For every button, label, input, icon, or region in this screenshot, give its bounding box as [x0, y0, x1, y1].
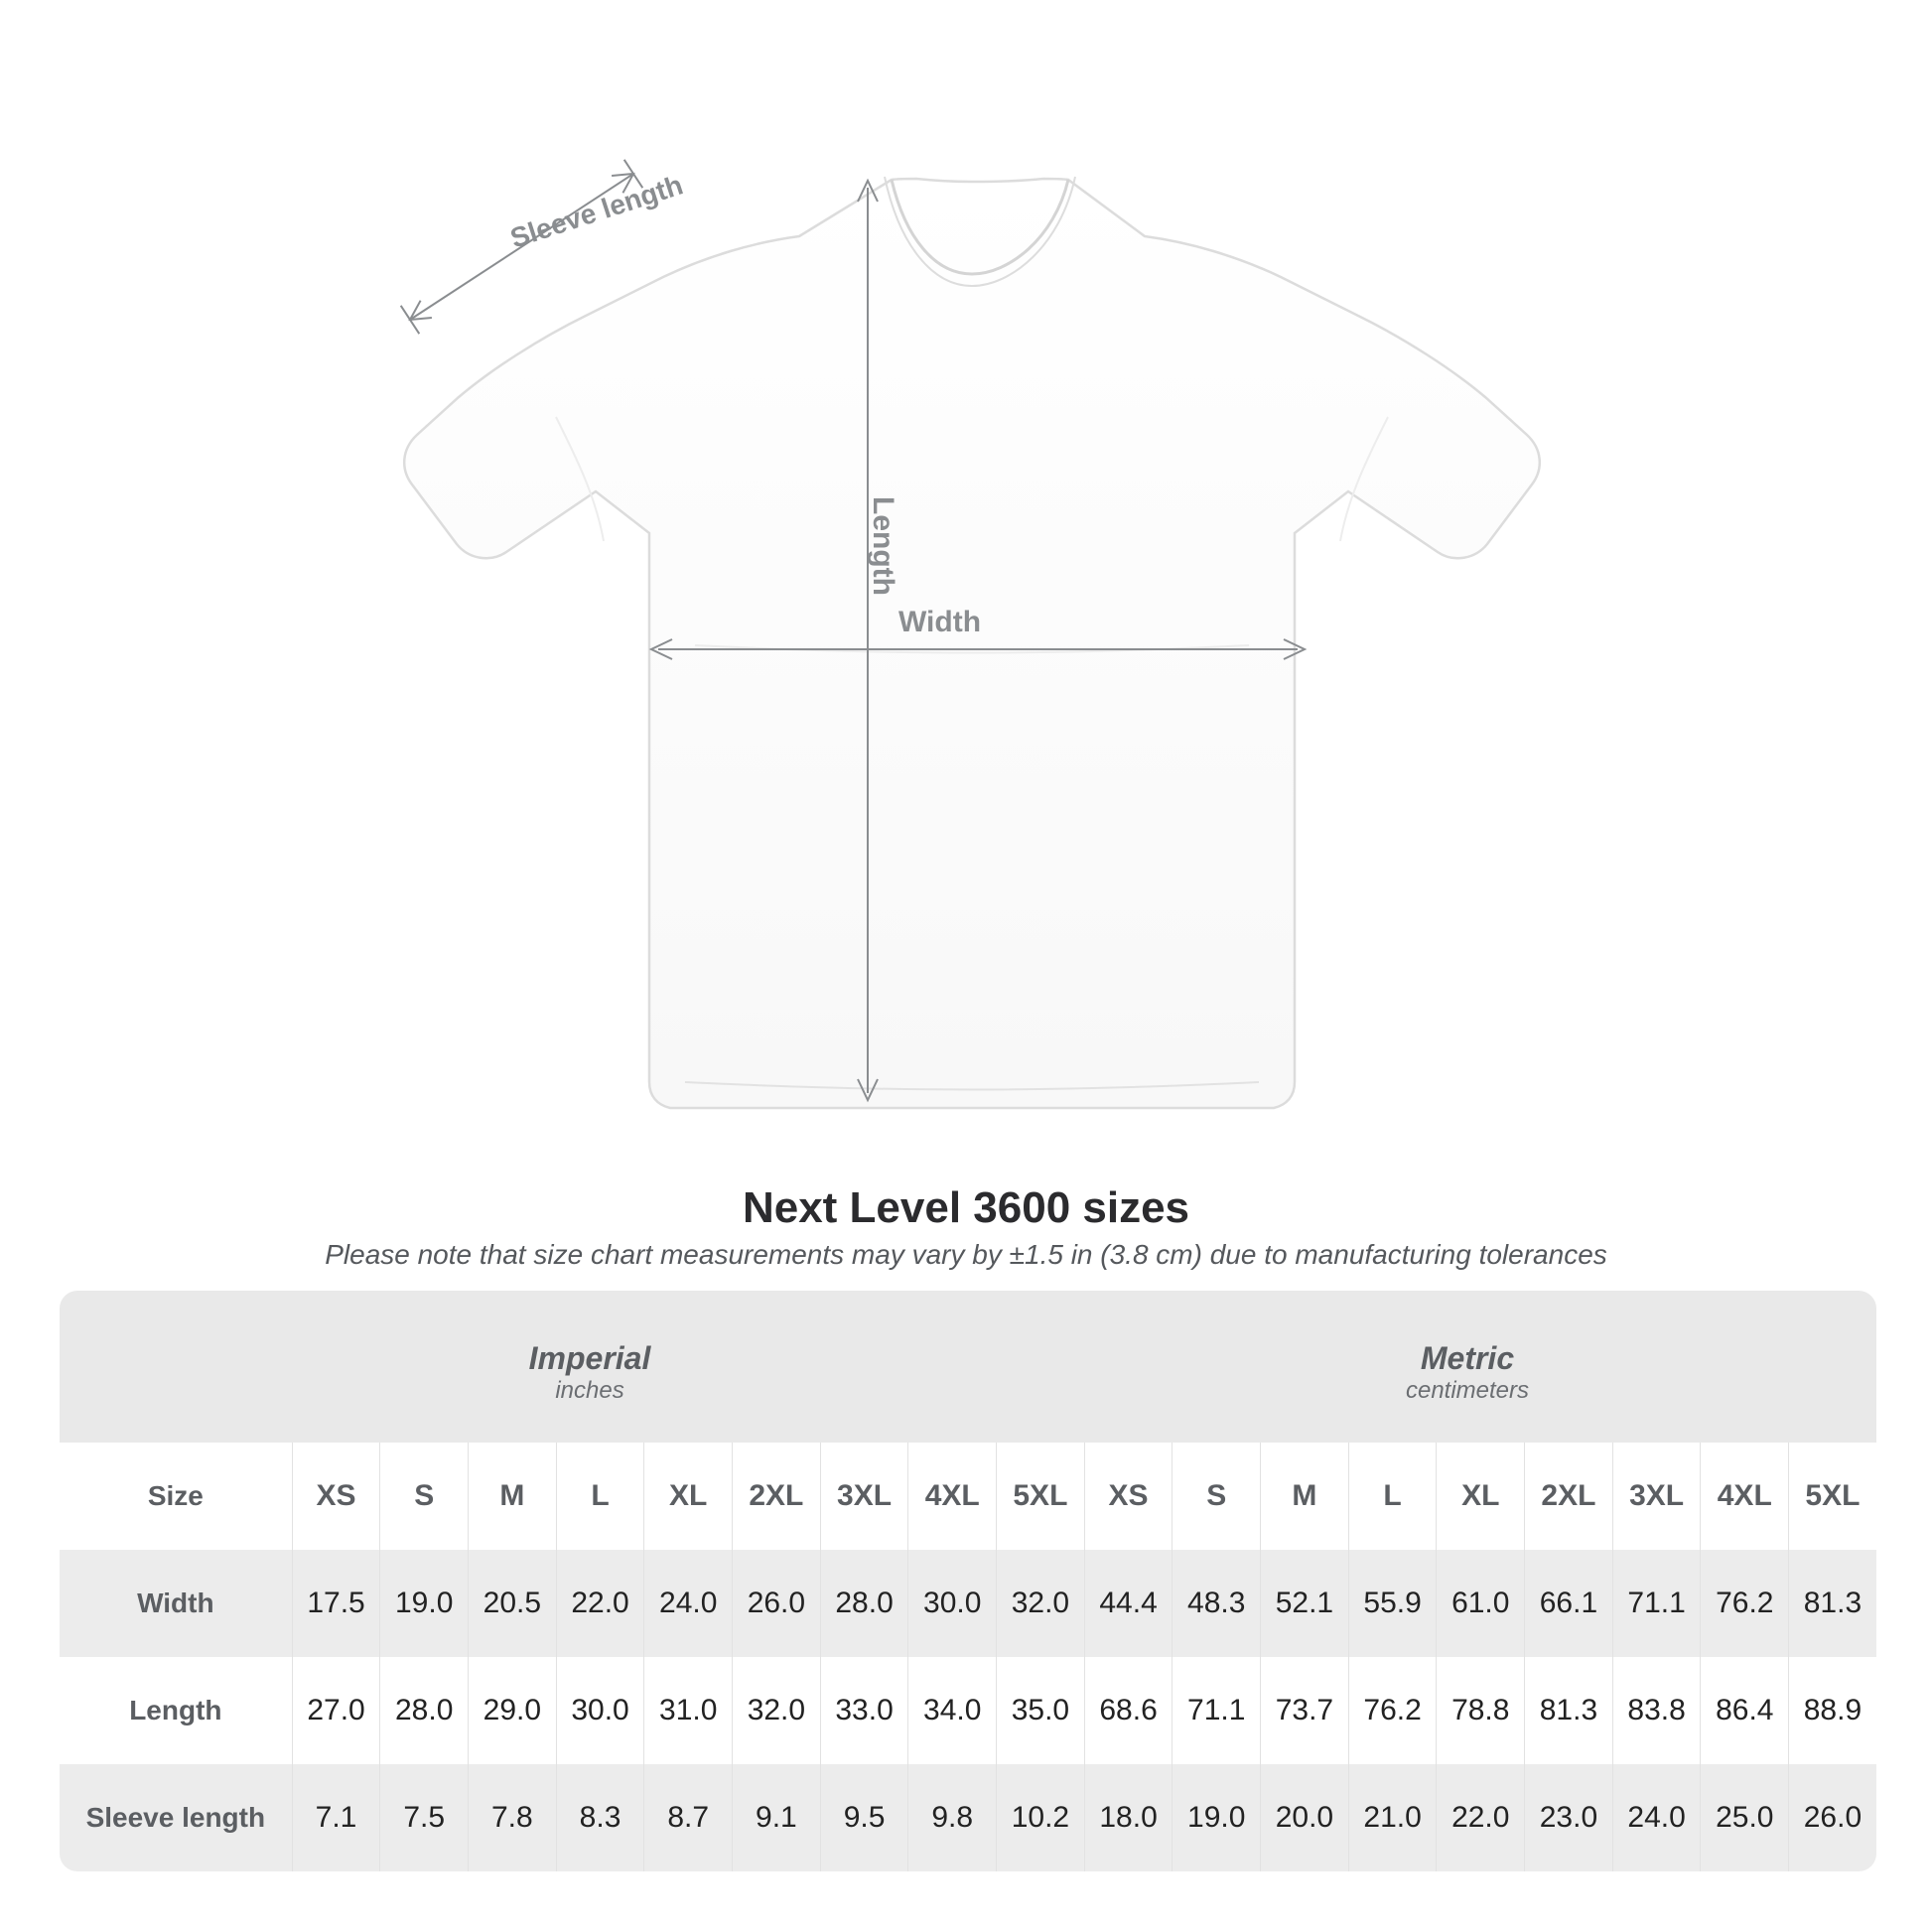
svg-text:Sleeve length: Sleeve length [506, 169, 686, 253]
svg-text:Width: Width [898, 606, 981, 638]
svg-text:Length: Length [867, 496, 899, 596]
